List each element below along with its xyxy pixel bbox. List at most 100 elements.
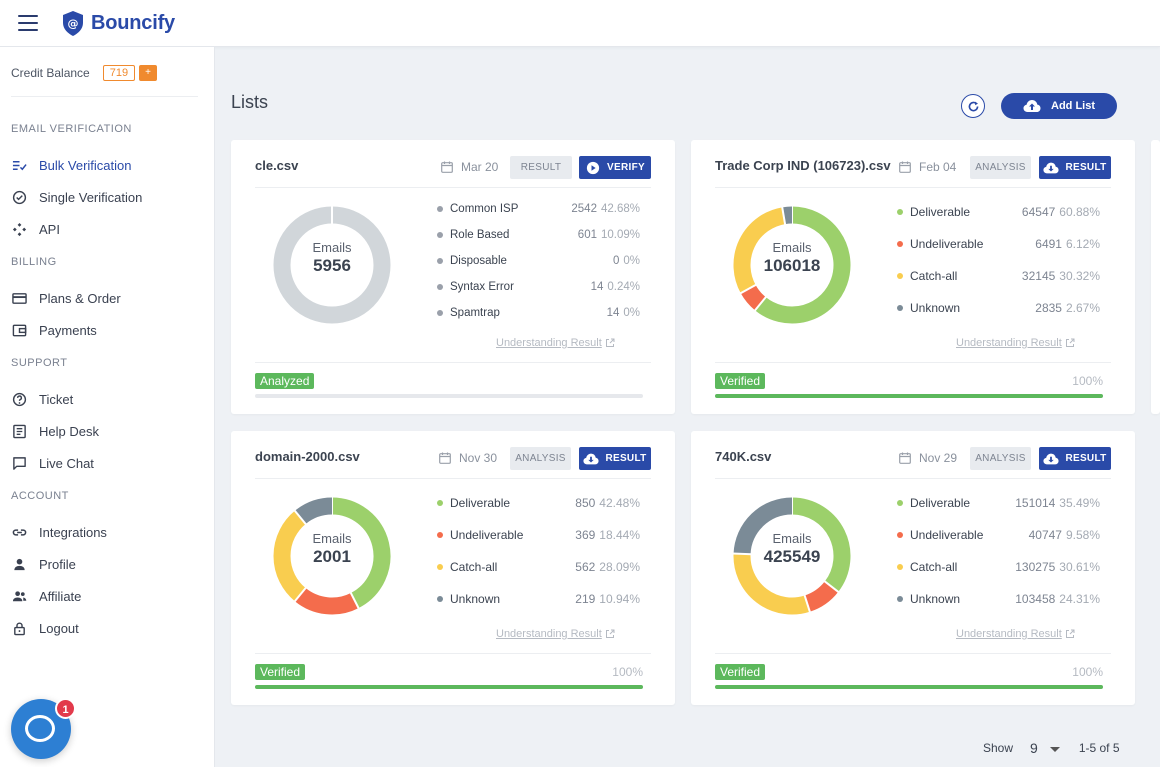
sidebar-item-payments[interactable]: Payments [11,319,201,341]
cloud-download-icon [1043,453,1060,464]
emails-donut-chart [273,496,391,615]
legend-count: 151014 [1015,496,1056,510]
legend-dot [437,596,443,602]
status-badge: Verified [715,664,766,680]
link-label: Understanding Result [956,628,1062,640]
progress-bar [715,685,1103,689]
sidebar-item-bulk-verification[interactable]: Bulk Verification [11,154,201,176]
list-file-name: cle.csv [255,158,299,173]
legend-name: Catch-all [910,560,958,574]
external-link-icon [605,338,615,347]
legend-dot [897,564,903,570]
legend-percent: 10.09% [600,229,640,241]
link-label: Understanding Result [496,628,602,640]
refresh-button[interactable] [961,94,985,118]
legend-count: 14 [590,281,604,293]
legend-item-role-based: Role Based 601 10.09% [437,227,640,243]
sidebar-item-label: Single Verification [39,189,143,205]
legend-dot [437,206,443,212]
legend-percent: 42.48% [599,496,640,510]
add-list-button[interactable]: Add List [1001,93,1117,119]
understanding-result-link[interactable]: Understanding Result [496,337,615,349]
progress-bar [255,394,643,398]
list-card[interactable]: Trade Corp IND (106723).csv Feb 04 ANALYSI… [691,140,1135,414]
result-button[interactable]: RESULT [1039,156,1111,179]
legend-name: Spamtrap [450,307,500,319]
analysis-button[interactable]: ANALYSIS [970,447,1031,470]
per-page-select[interactable]: 9 [1030,740,1038,756]
verify-button[interactable]: VERIFY [579,156,651,179]
credit-balance: Credit Balance 719 + [11,65,198,97]
list-card[interactable]: cle.csv Mar 20 RESULT VERIFY Emails 5956 Commo… [231,140,675,414]
menu-icon[interactable] [18,15,38,31]
sidebar-item-integrations[interactable]: Integrations [11,521,201,543]
user-icon [11,556,27,572]
legend-dot [437,500,443,506]
list-card[interactable]: domain-2000.csv Nov 30 ANALYSIS RESULT Email… [231,431,675,705]
legend-name: Catch-all [910,269,958,283]
emails-label: Emails [772,531,812,546]
nav-section-title: BILLING [11,256,57,268]
legend-dot [897,532,903,538]
legend-item-catch-all: Catch-all 130275 30.61% [897,559,1100,575]
legend-name: Disposable [450,255,507,267]
legend-name: Deliverable [910,205,971,219]
list-card-partial[interactable] [1151,140,1160,414]
link-label: Understanding Result [956,337,1062,349]
sidebar-item-logout[interactable]: Logout [11,617,201,639]
result-button[interactable]: RESULT [1039,447,1111,470]
calendar-icon [441,161,453,173]
link-icon [11,524,27,540]
check-circle-icon [11,189,27,205]
credit-card-icon [11,290,27,306]
legend-count: 219 [575,592,596,606]
divider [715,362,1111,363]
sidebar-item-help-desk[interactable]: Help Desk [11,420,201,442]
credit-value: 719 [102,65,136,81]
legend-dot [897,500,903,506]
chevron-down-icon[interactable] [1049,746,1060,752]
list-date: Feb 04 [899,160,956,174]
list-check-icon [11,157,27,173]
result-button[interactable]: RESULT [579,447,651,470]
chat-notification-badge: 1 [55,698,76,719]
analysis-button[interactable]: ANALYSIS [970,156,1031,179]
external-link-icon [1065,629,1075,638]
calendar-icon [439,452,451,464]
divider [715,478,1111,479]
list-card[interactable]: 740K.csv Nov 29 ANALYSIS RESULT Emails 425549… [691,431,1135,705]
document-icon [11,423,27,439]
legend-percent: 9.58% [1065,528,1100,542]
result-button[interactable]: RESULT [510,156,572,179]
legend-percent: 30.61% [1059,560,1100,574]
sidebar-item-live-chat[interactable]: Live Chat [11,452,201,474]
button-label: RESULT [1065,162,1107,173]
sidebar-item-api[interactable]: API [11,218,201,240]
question-circle-icon [11,391,27,407]
understanding-result-link[interactable]: Understanding Result [956,337,1075,349]
understanding-result-link[interactable]: Understanding Result [496,628,615,640]
legend-name: Role Based [450,229,510,241]
api-icon [11,221,27,237]
calendar-icon [899,161,911,173]
divider [255,653,651,654]
sidebar-item-profile[interactable]: Profile [11,553,201,575]
legend-percent: 0% [623,255,640,267]
donut-slice-catch-all [273,510,306,602]
understanding-result-link[interactable]: Understanding Result [956,628,1075,640]
add-credit-button[interactable]: + [139,65,158,81]
sidebar-item-affiliate[interactable]: Affiliate [11,585,201,607]
app-logo[interactable]: @ Bouncify [62,10,175,36]
users-icon [11,588,27,604]
progress-bar [255,685,643,689]
sidebar-item-plans-order[interactable]: Plans & Order [11,287,201,309]
sidebar-item-single-verification[interactable]: Single Verification [11,186,201,208]
live-chat-button[interactable] [11,699,71,759]
analysis-button[interactable]: ANALYSIS [510,447,571,470]
page-range: 1-5 of 5 [1078,741,1120,755]
legend-item-unknown: Unknown 219 10.94% [437,591,640,607]
top-bar: @ Bouncify [0,0,1160,47]
legend-name: Undeliverable [910,528,984,542]
list-date-text: Mar 20 [461,160,499,174]
sidebar-item-ticket[interactable]: Ticket [11,388,201,410]
